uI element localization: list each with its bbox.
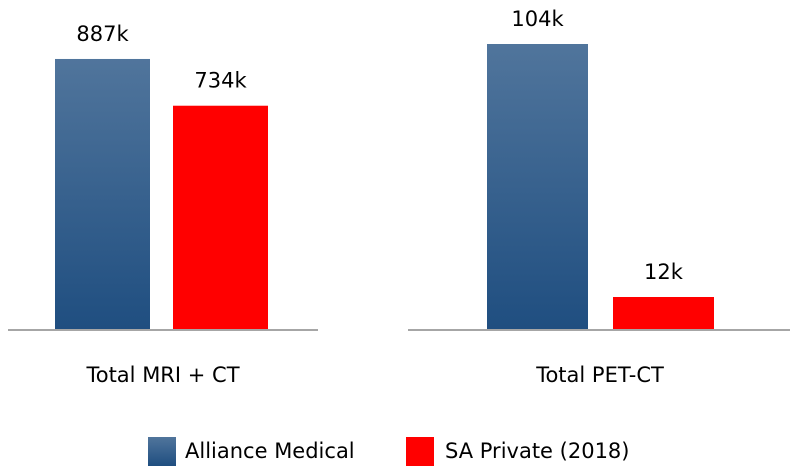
value-label: 12k — [644, 260, 684, 284]
legend-label: SA Private (2018) — [445, 439, 629, 463]
bar — [173, 105, 268, 330]
bar — [613, 297, 714, 330]
category-label: Total MRI + CT — [85, 363, 239, 387]
bar — [55, 58, 150, 330]
value-label: 887k — [76, 22, 129, 46]
value-label: 734k — [194, 69, 247, 93]
legend-swatch — [148, 437, 176, 466]
legend-swatch — [406, 437, 434, 466]
legend-label: Alliance Medical — [185, 439, 355, 463]
value-label: 104k — [511, 7, 564, 31]
category-label: Total PET-CT — [535, 363, 664, 387]
bar — [487, 44, 588, 330]
